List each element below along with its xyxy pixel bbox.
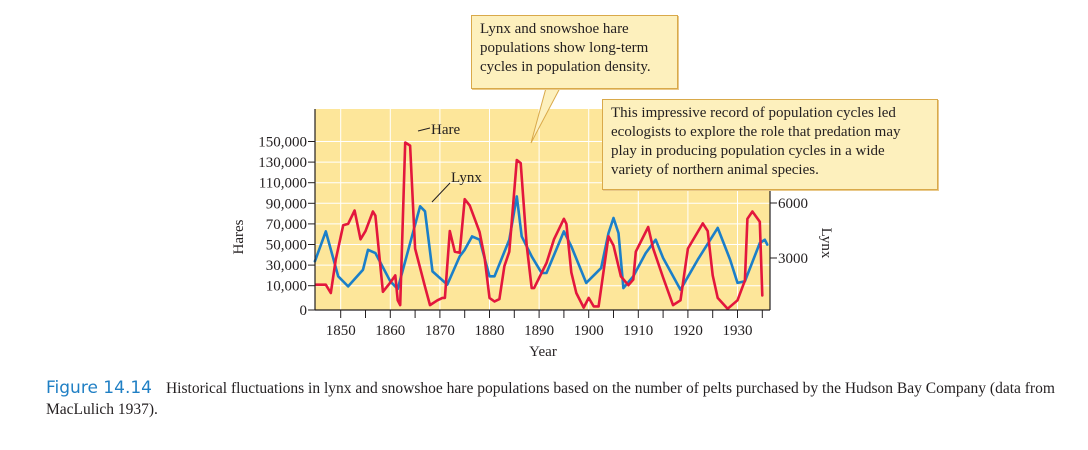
callout-predation-role: This impressive record of population cyc… — [602, 99, 938, 190]
x-tick-label: 1900 — [574, 323, 604, 339]
y-left-tick-label: 110,000 — [259, 176, 307, 192]
caption-text: Historical fluctuations in lynx and snow… — [46, 380, 1055, 418]
series-lines — [313, 141, 769, 311]
x-tick-label: 1880 — [475, 323, 505, 339]
figure-number: Figure 14.14 — [46, 378, 152, 398]
y-left-tick-label: 90,000 — [266, 196, 307, 212]
y-left-tick-label: 0 — [300, 303, 308, 319]
hare-series-label: Hare — [431, 122, 460, 138]
y-axis-left-label: Hares — [231, 219, 247, 254]
hare-series-line — [314, 141, 764, 311]
hare-label-leader — [417, 127, 431, 132]
x-axis-label: Year — [529, 344, 557, 360]
x-tick-label: 1870 — [425, 323, 455, 339]
y-left-tick-label: 150,000 — [258, 135, 307, 151]
lynx-label-leader — [431, 182, 451, 203]
x-tick-label: 1930 — [723, 323, 753, 339]
y-left-tick-label: 10,000 — [266, 279, 307, 295]
y-left-tick-label: 70,000 — [266, 217, 307, 233]
x-tick-label: 1850 — [326, 323, 356, 339]
lynx-series-line — [313, 195, 769, 292]
y-right-tick-label: 3000 — [778, 251, 808, 267]
callout-population-cycles: Lynx and snowshoe hare populations show … — [471, 15, 678, 89]
y-left-tick-label: 50,000 — [266, 238, 307, 254]
x-tick-label: 1860 — [375, 323, 405, 339]
y-axis-right-label: Lynx — [818, 228, 834, 259]
figure-caption: Figure 14.14 Historical fluctuations in l… — [46, 378, 1066, 420]
y-left-tick-label: 30,000 — [266, 258, 307, 274]
lynx-series-label: Lynx — [451, 170, 482, 186]
axes — [308, 109, 777, 318]
x-tick-label: 1920 — [673, 323, 703, 339]
x-tick-label: 1910 — [623, 323, 653, 339]
y-left-tick-label: 130,000 — [258, 155, 307, 171]
tick-labels: 1850 1860 1870 1880 1890 1900 1910 1920 1930 0 10,… — [258, 135, 808, 340]
x-tick-label: 1890 — [524, 323, 554, 339]
y-right-tick-label: 6000 — [778, 196, 808, 212]
